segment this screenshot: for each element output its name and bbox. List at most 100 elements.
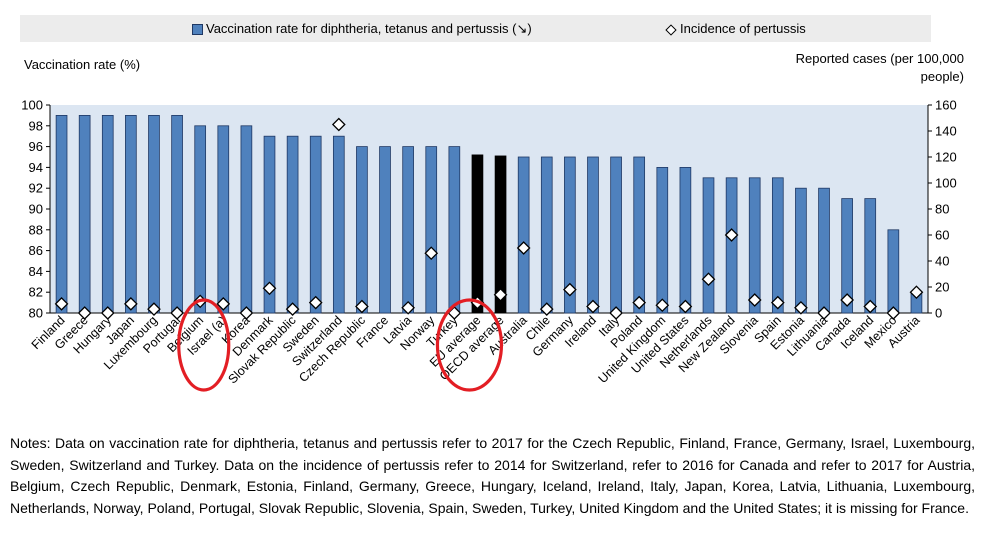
bar-iceland <box>864 198 877 314</box>
pertussis-marker-korea <box>239 306 254 320</box>
left-tick-label: 84 <box>29 264 43 279</box>
pertussis-marker-israel-a- <box>216 297 231 311</box>
pertussis-marker-norway <box>424 246 439 261</box>
annotation-circle-2 <box>435 298 504 392</box>
right-tick-label: 80 <box>935 202 949 217</box>
pertussis-marker-united-states <box>678 299 693 314</box>
bar-greece <box>78 115 91 314</box>
left-tick-label: 90 <box>29 202 43 217</box>
right-tick-label: 40 <box>935 254 949 269</box>
bar-sweden <box>309 135 322 314</box>
annotation-circle-1 <box>177 298 231 392</box>
bar-germany <box>564 156 576 314</box>
bar-hungary <box>101 115 114 314</box>
pertussis-marker-italy <box>609 306 623 320</box>
left-tick-label: 80 <box>29 306 43 321</box>
pertussis-marker-iceland <box>863 299 878 314</box>
legend-item-pertussis: Incidence of pertussis <box>665 21 806 36</box>
pertussis-marker-latvia <box>401 300 415 315</box>
bar-finland <box>55 115 68 314</box>
bar-slovak-republic <box>286 135 299 314</box>
right-tick-label: 100 <box>935 176 957 191</box>
pertussis-marker-sweden <box>308 295 323 310</box>
pertussis-marker-new-zealand <box>724 228 739 242</box>
bar-united-states <box>679 166 692 314</box>
legend-label-pertussis: Incidence of pertussis <box>680 21 806 36</box>
right-tick-label: 0 <box>935 306 942 321</box>
bar-netherlands <box>702 177 715 314</box>
pertussis-marker-lithuania <box>817 306 831 320</box>
right-tick-label: 120 <box>935 150 957 165</box>
left-tick-label: 86 <box>29 243 43 258</box>
bar-oecd-average <box>494 155 507 314</box>
bar-luxembourg <box>148 115 160 314</box>
pertussis-marker-slovenia <box>747 293 762 307</box>
pertussis-marker-slovak-republic <box>285 302 300 316</box>
right-tick-label: 140 <box>935 124 957 139</box>
pertussis-marker-australia <box>516 241 531 255</box>
chart-legend: Vaccination rate for diphtheria, tetanus… <box>20 15 931 42</box>
pertussis-marker-austria <box>909 285 924 300</box>
right-tick-label: 60 <box>935 228 949 243</box>
left-tick-label: 98 <box>29 118 43 133</box>
bar-japan <box>125 115 137 314</box>
bar-norway <box>425 146 438 314</box>
right-axis-title: Reported cases (per 100,000 people) <box>795 51 964 84</box>
left-axis-title: Vaccination rate (%) <box>24 57 141 72</box>
bar-czech-republic <box>356 146 368 314</box>
left-tick-label: 92 <box>29 181 43 196</box>
pertussis-marker-netherlands <box>701 272 716 287</box>
left-tick-label: 94 <box>29 160 43 175</box>
legend-item-vaccination: Vaccination rate for diphtheria, tetanus… <box>192 21 532 37</box>
pertussis-marker-germany <box>563 282 577 297</box>
pertussis-marker-denmark <box>262 281 277 296</box>
bar-slovenia <box>748 177 761 314</box>
bar-canada <box>841 198 853 314</box>
pertussis-marker-portugal <box>170 306 184 320</box>
bar-ireland <box>587 156 599 314</box>
bar-denmark <box>263 135 276 314</box>
left-tick-label: 82 <box>29 285 43 300</box>
right-tick-label: 20 <box>935 280 949 295</box>
left-tick-label: 88 <box>29 222 43 237</box>
pertussis-marker-switzerland <box>331 117 346 132</box>
pertussis-marker-czech-republic <box>355 299 369 314</box>
chart-notes: Notes: Data on vaccination rate for diph… <box>10 435 975 516</box>
chart-canvas: 80 82 84 86 88 90 92 94 96 98 100 0 20 40 60 80 100 120 14… <box>21 98 957 392</box>
bar-switzerland <box>332 135 345 314</box>
pertussis-marker-greece <box>77 306 92 320</box>
pertussis-marker-spain <box>770 295 785 310</box>
left-tick-label: 96 <box>29 139 43 154</box>
bar-australia <box>517 156 530 314</box>
bar-united-kingdom <box>656 166 669 314</box>
pertussis-marker-united-kingdom <box>655 298 670 313</box>
bar-belgium <box>194 125 207 314</box>
bar-korea <box>240 125 253 314</box>
right-tick-label: 160 <box>935 98 957 113</box>
pertussis-marker-finland <box>54 297 69 311</box>
legend-label-vaccination: Vaccination rate for diphtheria, tetanus… <box>206 21 532 36</box>
pertussis-marker-canada <box>840 293 854 307</box>
bar-estonia <box>795 187 807 314</box>
bar-chile <box>540 156 553 314</box>
bar-israel-a- <box>217 125 230 314</box>
pertussis-marker-luxembourg <box>147 302 161 316</box>
bar-italy <box>610 156 622 314</box>
bar-turkey <box>448 146 461 314</box>
legend-bar-swatch <box>192 24 203 36</box>
bar-spain <box>771 177 784 314</box>
pertussis-marker-ireland <box>586 299 600 314</box>
pertussis-marker-poland <box>632 295 647 310</box>
bar-new-zealand <box>725 177 738 314</box>
bar-poland <box>633 156 646 314</box>
left-tick-label: 100 <box>21 98 43 113</box>
pertussis-marker-oecd-average <box>493 287 508 302</box>
pertussis-marker-mexico <box>886 306 901 320</box>
bar-mexico <box>887 229 900 314</box>
bar-latvia <box>402 146 414 314</box>
bar-portugal <box>171 115 183 314</box>
pertussis-marker-chile <box>539 302 554 316</box>
pertussis-marker-hungary <box>100 306 115 320</box>
pertussis-marker-estonia <box>794 300 808 315</box>
bar-france <box>379 146 391 314</box>
